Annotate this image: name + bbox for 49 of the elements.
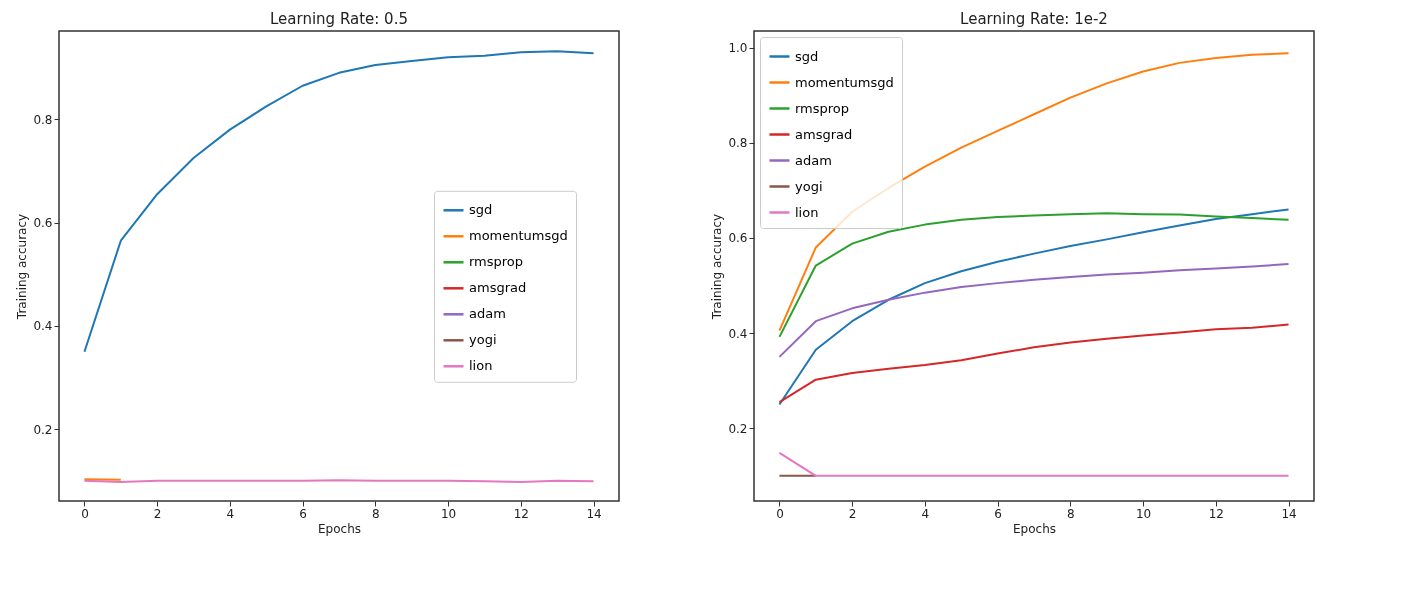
legend-label: adam: [469, 306, 506, 322]
x-tick-label: 2: [153, 506, 162, 521]
legend-label: rmsprop: [469, 254, 524, 270]
chart-title: Learning Rate: 0.5: [270, 10, 408, 28]
y-tick-label: 0.8: [728, 136, 748, 151]
y-tick-label: 0.6: [728, 231, 748, 246]
x-tick-label: 12: [513, 506, 529, 521]
y-tick-label: 0.2: [728, 421, 748, 436]
x-tick-label: 14: [1281, 506, 1297, 521]
y-tick-label: 0.4: [33, 319, 53, 334]
x-axis-title: Epochs: [318, 521, 361, 536]
y-axis-title: Training accuracy: [15, 213, 30, 321]
line-series: [778, 263, 1290, 358]
x-tick-label: 4: [226, 506, 235, 521]
x-tick-label: 2: [848, 506, 857, 521]
y-tick-label: 0.6: [33, 216, 53, 231]
legend-label: sgd: [795, 48, 819, 64]
legend-label: amsgrad: [469, 280, 527, 296]
legend-label: adam: [795, 152, 832, 168]
x-tick-label: 6: [299, 506, 307, 521]
chart-title: Learning Rate: 1e-2: [960, 10, 1108, 28]
y-tick-label: 0.8: [33, 112, 53, 127]
x-tick-label: 6: [994, 506, 1002, 521]
legend-label: lion: [469, 358, 493, 374]
x-axis-title: Epochs: [1013, 521, 1056, 536]
line-series: [778, 323, 1290, 404]
x-tick-label: 0: [81, 506, 89, 521]
y-tick-label: 0.2: [33, 422, 53, 437]
line-series: [778, 208, 1290, 406]
legend-label: sgd: [469, 202, 493, 218]
legend-label: momentumsgd: [469, 228, 568, 244]
x-tick-label: 0: [776, 506, 784, 521]
legend-label: lion: [795, 204, 819, 220]
x-tick-label: 4: [921, 506, 930, 521]
legend-label: momentumsgd: [795, 74, 894, 90]
y-axis-title: Training accuracy: [710, 213, 725, 321]
x-tick-label: 8: [1067, 506, 1075, 521]
line-series: [83, 50, 595, 353]
x-tick-label: 10: [440, 506, 457, 521]
x-tick-label: 12: [1208, 506, 1224, 521]
y-tick-label: 1.0: [728, 41, 748, 56]
x-tick-label: 8: [372, 506, 380, 521]
y-tick-label: 0.4: [728, 326, 748, 341]
x-tick-label: 14: [586, 506, 602, 521]
legend-label: yogi: [469, 332, 497, 348]
legend-label: amsgrad: [795, 126, 853, 142]
legend-label: yogi: [795, 178, 823, 194]
x-tick-label: 10: [1135, 506, 1152, 521]
legend-label: rmsprop: [795, 100, 850, 116]
